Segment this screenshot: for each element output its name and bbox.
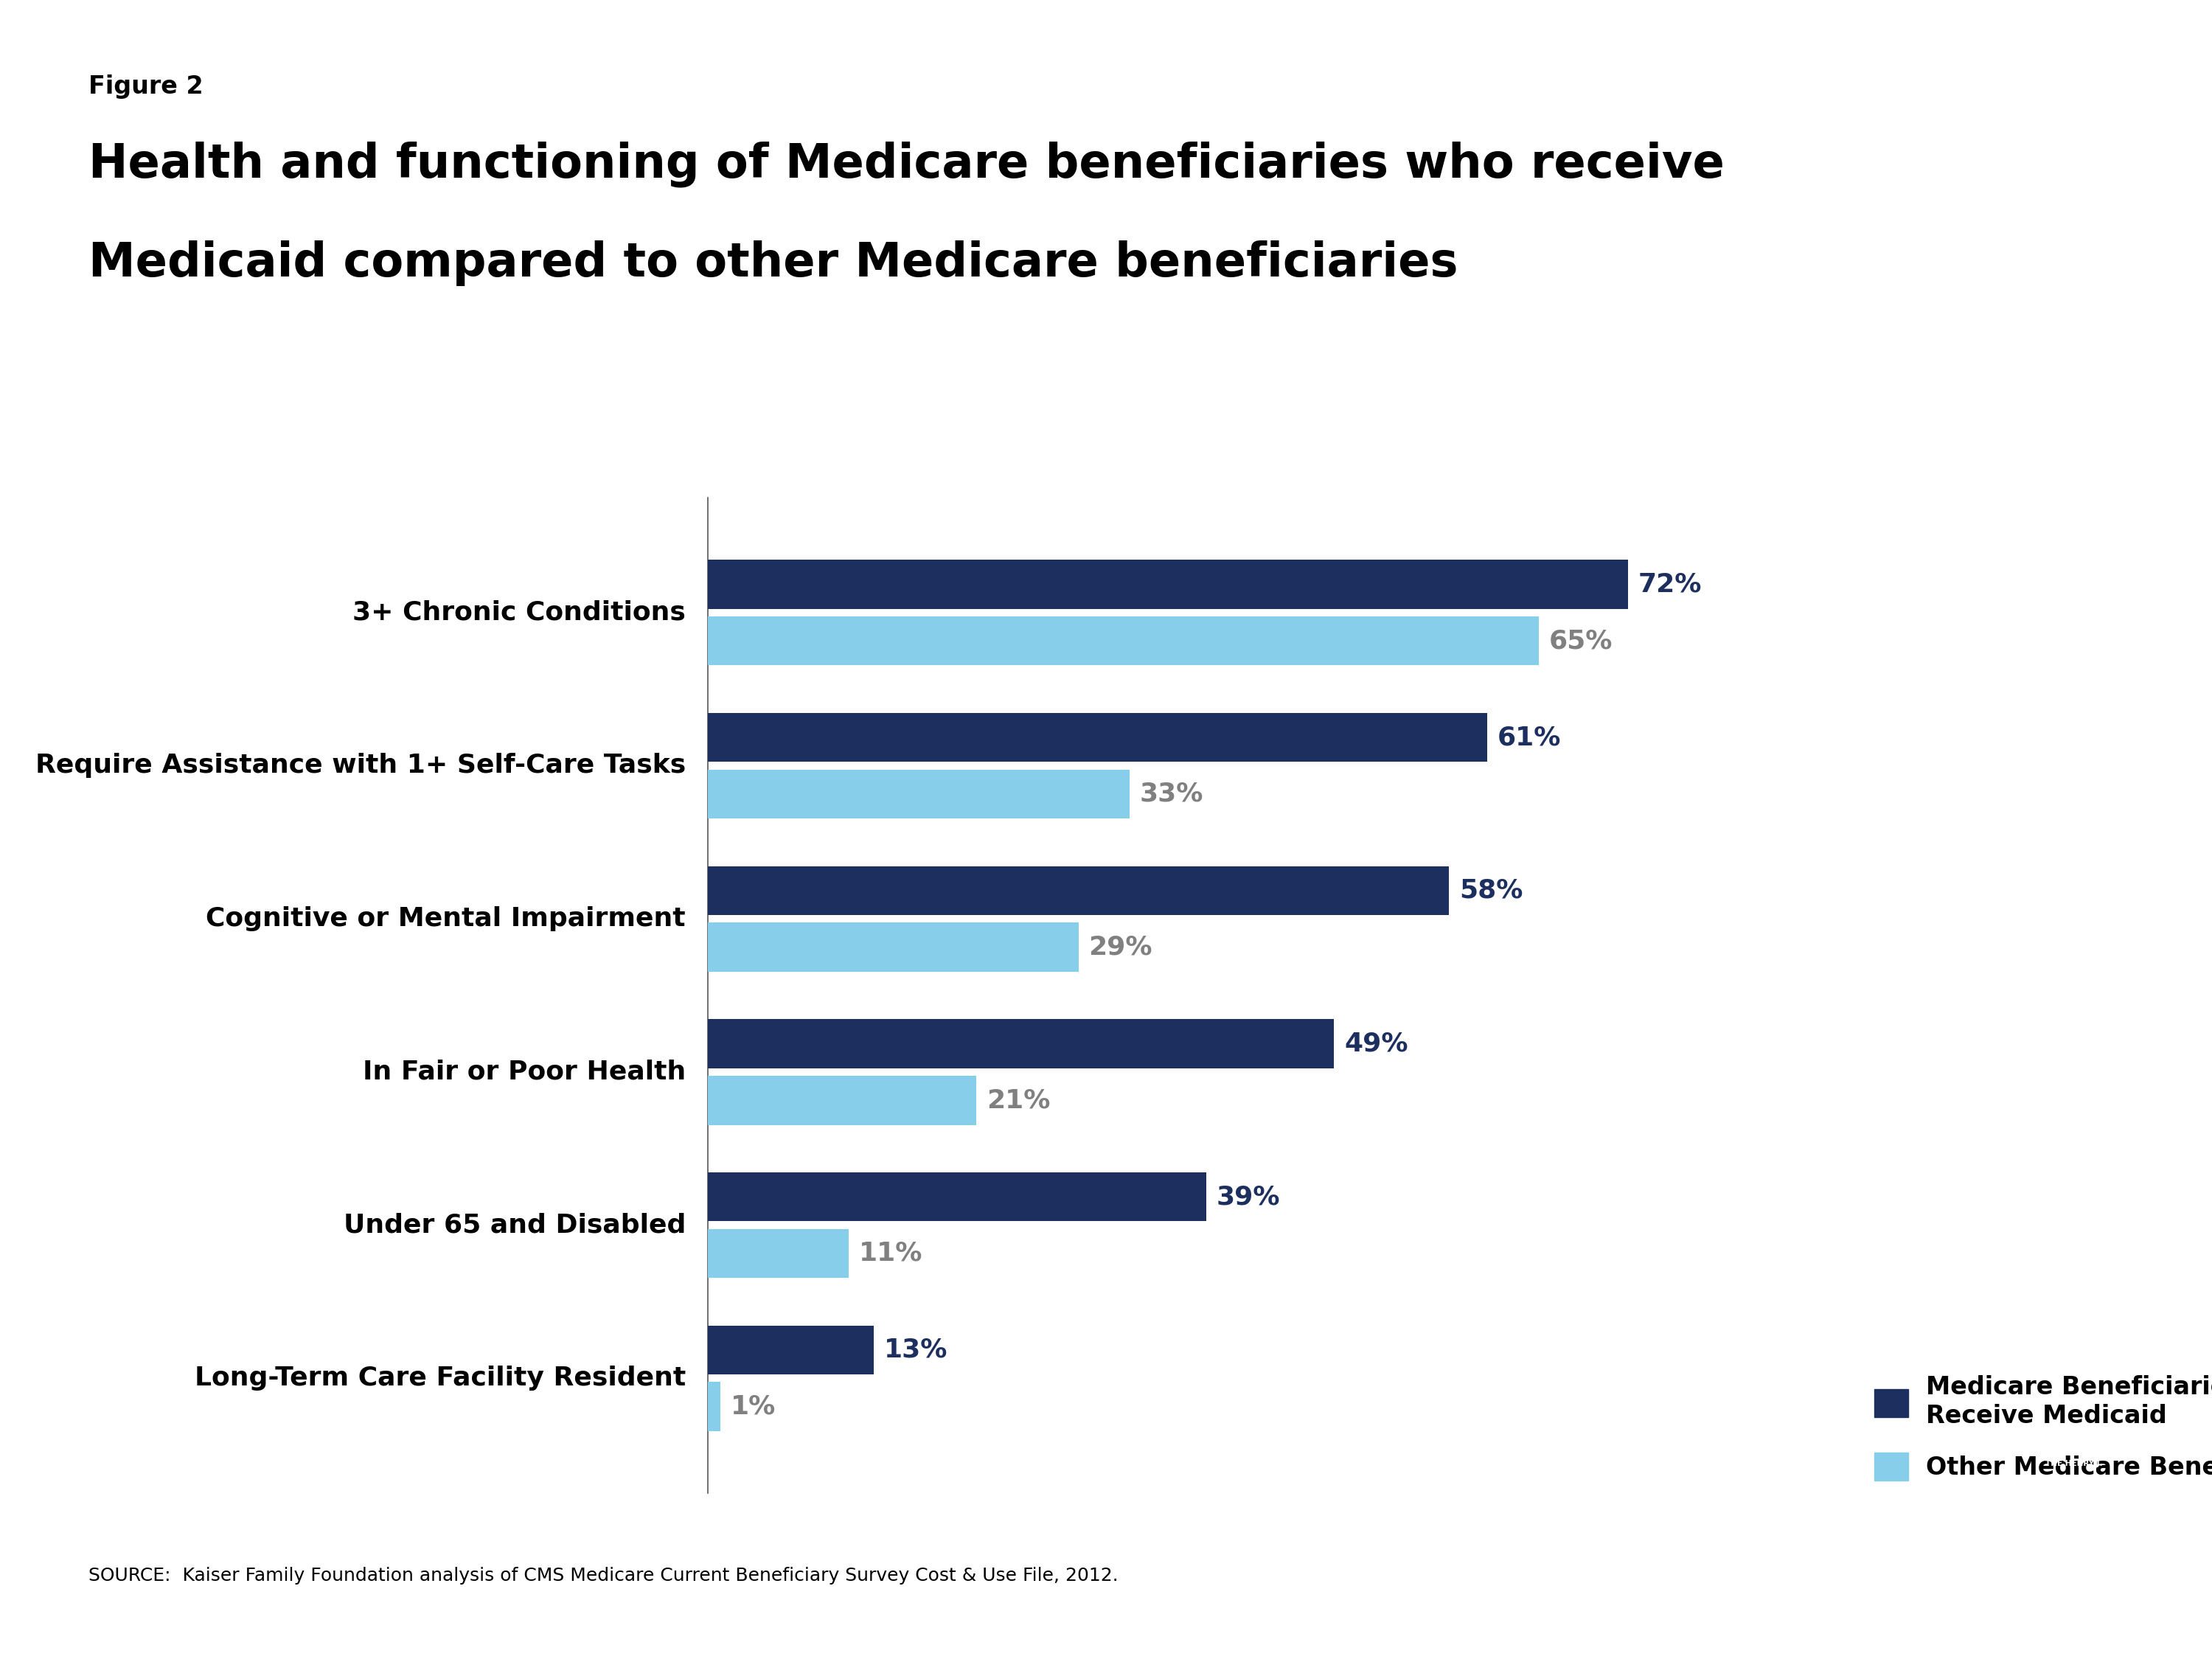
Text: 58%: 58%	[1460, 878, 1524, 902]
Bar	[708, 1326, 874, 1374]
Text: 13%: 13%	[885, 1337, 949, 1362]
Text: FOUNDATION: FOUNDATION	[2046, 1591, 2101, 1599]
Bar	[708, 713, 1486, 761]
Bar	[708, 1382, 721, 1432]
Bar	[708, 866, 1449, 916]
Bar	[708, 1229, 849, 1277]
Bar	[708, 1019, 1334, 1068]
Text: KAISER: KAISER	[2039, 1506, 2108, 1521]
Legend: Medicare Beneficiaries Who
Receive Medicaid, Other Medicare Beneficiaries: Medicare Beneficiaries Who Receive Medic…	[1874, 1375, 2212, 1481]
Bar	[708, 1075, 975, 1125]
Text: 39%: 39%	[1217, 1185, 1281, 1209]
Text: 65%: 65%	[1548, 629, 1613, 654]
Text: Long-Term Care Facility Resident: Long-Term Care Facility Resident	[195, 1365, 686, 1390]
Text: Under 65 and Disabled: Under 65 and Disabled	[343, 1213, 686, 1238]
Text: 61%: 61%	[1498, 725, 1562, 750]
Text: 29%: 29%	[1088, 934, 1152, 959]
Text: 72%: 72%	[1639, 572, 1701, 597]
Text: Health and functioning of Medicare beneficiaries who receive: Health and functioning of Medicare benef…	[88, 141, 1725, 187]
Text: Require Assistance with 1+ Self-Care Tasks: Require Assistance with 1+ Self-Care Tas…	[35, 753, 686, 778]
Text: 1%: 1%	[730, 1394, 776, 1418]
Text: THE HENRY J.: THE HENRY J.	[2046, 1460, 2101, 1467]
Text: Cognitive or Mental Impairment: Cognitive or Mental Impairment	[206, 906, 686, 931]
Text: 21%: 21%	[987, 1088, 1051, 1113]
Text: 49%: 49%	[1345, 1032, 1409, 1057]
Bar	[708, 559, 1628, 609]
Text: 33%: 33%	[1139, 781, 1203, 806]
Text: 11%: 11%	[858, 1241, 922, 1266]
Bar	[708, 617, 1540, 665]
Text: 3+ Chronic Conditions: 3+ Chronic Conditions	[352, 601, 686, 625]
Bar	[708, 1173, 1206, 1221]
Text: FAMILY: FAMILY	[2048, 1540, 2099, 1553]
Bar	[708, 922, 1079, 972]
Text: Medicaid compared to other Medicare beneficiaries: Medicaid compared to other Medicare bene…	[88, 241, 1458, 287]
Text: SOURCE:  Kaiser Family Foundation analysis of CMS Medicare Current Beneficiary S: SOURCE: Kaiser Family Foundation analysi…	[88, 1566, 1119, 1584]
Text: Figure 2: Figure 2	[88, 75, 204, 100]
Bar	[708, 770, 1130, 818]
Text: In Fair or Poor Health: In Fair or Poor Health	[363, 1060, 686, 1085]
